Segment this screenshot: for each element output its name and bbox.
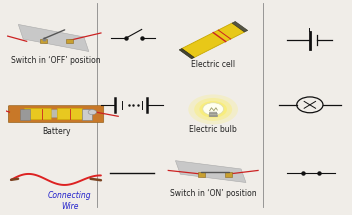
Polygon shape [67, 39, 73, 43]
Circle shape [199, 101, 227, 118]
FancyBboxPatch shape [8, 106, 104, 123]
Polygon shape [182, 23, 245, 57]
Polygon shape [179, 49, 194, 59]
Polygon shape [232, 22, 248, 32]
Text: Electric bulb: Electric bulb [189, 125, 237, 134]
Polygon shape [197, 172, 205, 177]
Polygon shape [18, 25, 89, 52]
Text: Battery: Battery [42, 127, 70, 136]
Polygon shape [225, 172, 232, 177]
Text: Electric cell: Electric cell [191, 60, 235, 69]
Text: Switch in ‘ON’ position: Switch in ‘ON’ position [170, 189, 257, 198]
FancyBboxPatch shape [57, 108, 82, 120]
Polygon shape [40, 39, 48, 43]
Text: Switch in ‘OFF’ position: Switch in ‘OFF’ position [11, 56, 101, 65]
Circle shape [88, 110, 96, 115]
FancyBboxPatch shape [24, 110, 88, 117]
Circle shape [188, 94, 238, 124]
Polygon shape [209, 112, 217, 116]
Polygon shape [82, 109, 92, 120]
Polygon shape [175, 161, 246, 183]
Polygon shape [20, 109, 30, 120]
Text: Connecting
Wire: Connecting Wire [48, 191, 92, 211]
FancyBboxPatch shape [25, 108, 51, 120]
Circle shape [203, 103, 224, 115]
Circle shape [194, 98, 232, 121]
